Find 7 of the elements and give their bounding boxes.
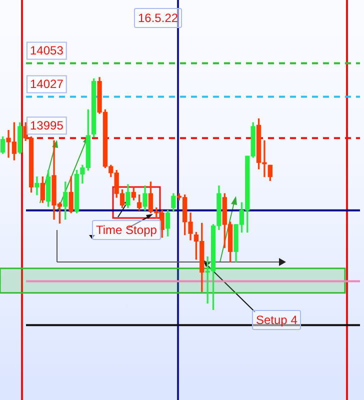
annotation: Setup 4: [252, 310, 302, 330]
ref-line-label: 14027: [30, 77, 64, 92]
candlestick: [34, 176, 40, 196]
ref-line-label: 13995: [30, 118, 64, 132]
annotation: 16.5.22: [134, 8, 182, 28]
ref-line-label: 14053: [30, 44, 64, 58]
annotation: Time Stopp: [92, 220, 161, 240]
